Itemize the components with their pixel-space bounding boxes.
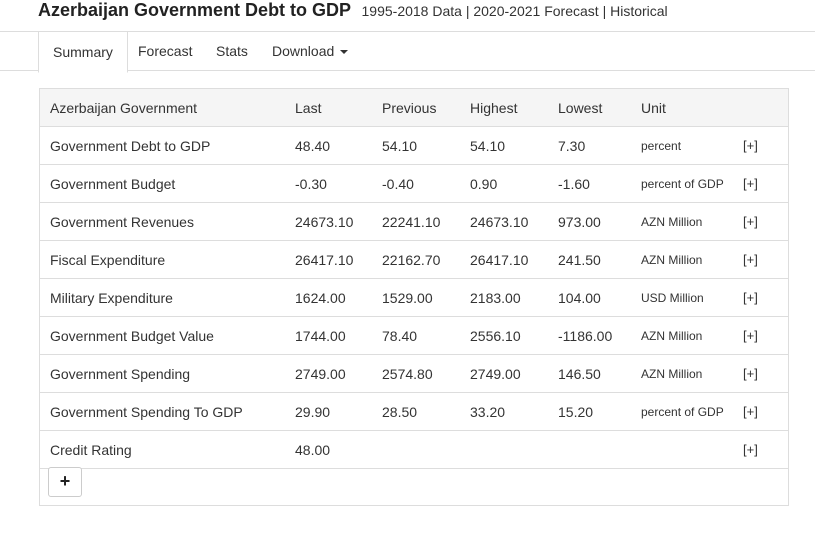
chevron-down-icon — [340, 50, 349, 55]
indicators-table: Azerbaijan Government Last Previous High… — [40, 89, 788, 469]
previous-cell: 54.10 — [372, 126, 460, 165]
unit-cell: AZN Million — [631, 202, 743, 241]
tab-forecast[interactable]: Forecast — [138, 43, 193, 59]
tab-stats[interactable]: Stats — [216, 43, 248, 59]
previous-cell: -0.40 — [372, 164, 460, 203]
previous-cell: 1529.00 — [372, 278, 460, 317]
highest-cell: 2183.00 — [460, 278, 548, 317]
highest-cell: 54.10 — [460, 126, 548, 165]
previous-cell — [372, 430, 460, 469]
data-link[interactable]: 1995-2018 Data — [361, 3, 462, 19]
column-header-unit: Unit — [631, 89, 743, 127]
table-row: Government Spending 2749.00 2574.80 2749.00… — [40, 354, 788, 393]
highest-cell — [460, 430, 548, 469]
last-cell: 2749.00 — [285, 354, 372, 393]
header-links: 1995-2018 Data | 2020-2021 Forecast | Hi… — [361, 3, 668, 19]
expand-row-button[interactable]: [+] — [743, 278, 788, 317]
lowest-cell: -1186.00 — [548, 316, 631, 355]
indicator-name-link[interactable]: Government Debt to GDP — [40, 126, 285, 165]
add-indicator-button[interactable]: + — [48, 467, 82, 497]
highest-cell: 26417.10 — [460, 240, 548, 279]
expand-row-button[interactable]: [+] — [743, 354, 788, 393]
column-header-previous: Previous — [372, 89, 460, 127]
indicator-name-link[interactable]: Government Budget — [40, 164, 285, 203]
column-header-name: Azerbaijan Government — [40, 89, 285, 127]
unit-cell — [631, 430, 743, 469]
table-row: Fiscal Expenditure 26417.10 22162.70 26417.… — [40, 240, 788, 279]
column-header-action — [743, 89, 788, 127]
last-cell: 48.40 — [285, 126, 372, 165]
lowest-cell: 7.30 — [548, 126, 631, 165]
previous-cell: 22162.70 — [372, 240, 460, 279]
column-header-lowest: Lowest — [548, 89, 631, 127]
unit-cell: percent of GDP — [631, 392, 743, 431]
tab-bar: Summary Forecast Stats Download — [0, 31, 815, 73]
indicator-name-link[interactable]: Credit Rating — [40, 430, 285, 469]
unit-cell: AZN Million — [631, 354, 743, 393]
tab-summary[interactable]: Summary — [38, 31, 128, 73]
indicator-name-link[interactable]: Government Spending To GDP — [40, 392, 285, 431]
forecast-link[interactable]: 2020-2021 Forecast — [473, 3, 599, 19]
lowest-cell: 104.00 — [548, 278, 631, 317]
indicator-name-link[interactable]: Fiscal Expenditure — [40, 240, 285, 279]
expand-row-button[interactable]: [+] — [743, 126, 788, 165]
last-cell: 1624.00 — [285, 278, 372, 317]
table-row: Government Spending To GDP 29.90 28.50 33.2… — [40, 392, 788, 431]
expand-row-button[interactable]: [+] — [743, 164, 788, 203]
indicator-name-link[interactable]: Military Expenditure — [40, 278, 285, 317]
tab-download[interactable]: Download — [258, 31, 362, 72]
indicators-panel: Azerbaijan Government Last Previous High… — [39, 88, 789, 506]
expand-row-button[interactable]: [+] — [743, 430, 788, 469]
expand-row-button[interactable]: [+] — [743, 316, 788, 355]
indicator-name-link[interactable]: Government Revenues — [40, 202, 285, 241]
lowest-cell: 146.50 — [548, 354, 631, 393]
last-cell: -0.30 — [285, 164, 372, 203]
lowest-cell: 15.20 — [548, 392, 631, 431]
last-cell: 29.90 — [285, 392, 372, 431]
indicator-name-link[interactable]: Government Budget Value — [40, 316, 285, 355]
table-header-row: Azerbaijan Government Last Previous High… — [40, 89, 788, 127]
lowest-cell: -1.60 — [548, 164, 631, 203]
unit-cell: USD Million — [631, 278, 743, 317]
table-row: Government Debt to GDP 48.40 54.10 54.10 7.3… — [40, 126, 788, 165]
unit-cell: AZN Million — [631, 240, 743, 279]
highest-cell: 2749.00 — [460, 354, 548, 393]
lowest-cell: 241.50 — [548, 240, 631, 279]
highest-cell: 2556.10 — [460, 316, 548, 355]
previous-cell: 28.50 — [372, 392, 460, 431]
page-header: Azerbaijan Government Debt to GDP 1995-2… — [38, 0, 668, 24]
previous-cell: 22241.10 — [372, 202, 460, 241]
last-cell: 1744.00 — [285, 316, 372, 355]
previous-cell: 2574.80 — [372, 354, 460, 393]
indicator-name-link[interactable]: Government Spending — [40, 354, 285, 393]
lowest-cell — [548, 430, 631, 469]
table-row: Credit Rating 48.00 [+] — [40, 430, 788, 469]
table-row: Government Revenues 24673.10 22241.10 24673… — [40, 202, 788, 241]
table-row: Government Budget -0.30 -0.40 0.90 -1.60 perc… — [40, 164, 788, 203]
lowest-cell: 973.00 — [548, 202, 631, 241]
historical-link[interactable]: Historical — [610, 3, 668, 19]
column-header-highest: Highest — [460, 89, 548, 127]
unit-cell: AZN Million — [631, 316, 743, 355]
expand-row-button[interactable]: [+] — [743, 240, 788, 279]
highest-cell: 0.90 — [460, 164, 548, 203]
page-title: Azerbaijan Government Debt to GDP — [38, 0, 352, 20]
expand-row-button[interactable]: [+] — [743, 202, 788, 241]
unit-cell: percent — [631, 126, 743, 165]
previous-cell: 78.40 — [372, 316, 460, 355]
column-header-last: Last — [285, 89, 372, 127]
last-cell: 26417.10 — [285, 240, 372, 279]
table-row: Government Budget Value 1744.00 78.40 2556.… — [40, 316, 788, 355]
last-cell: 48.00 — [285, 430, 372, 469]
highest-cell: 33.20 — [460, 392, 548, 431]
highest-cell: 24673.10 — [460, 202, 548, 241]
table-row: Military Expenditure 1624.00 1529.00 2183.0… — [40, 278, 788, 317]
unit-cell: percent of GDP — [631, 164, 743, 203]
expand-row-button[interactable]: [+] — [743, 392, 788, 431]
last-cell: 24673.10 — [285, 202, 372, 241]
